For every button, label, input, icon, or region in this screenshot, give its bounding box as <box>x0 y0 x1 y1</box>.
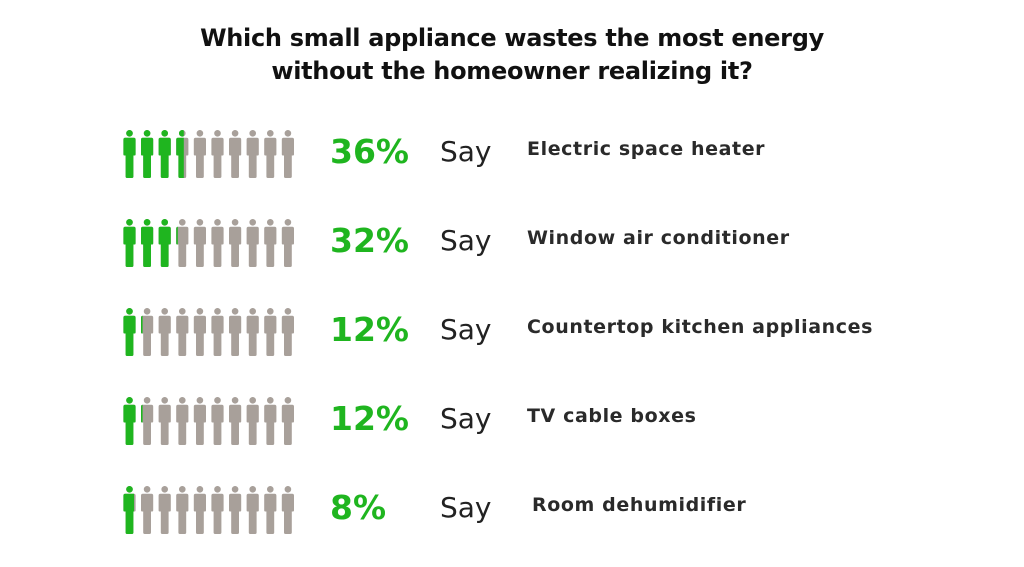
person-icon-fill <box>176 130 184 178</box>
person-icon-fill <box>141 404 143 423</box>
person-icon-fill <box>123 397 136 445</box>
percent-label: 12% <box>330 310 409 349</box>
person-icon-fill <box>176 226 178 245</box>
say-label: Say <box>440 402 492 435</box>
chart-row: 12% Say TV cable boxes <box>0 397 1024 457</box>
person-icon <box>281 308 294 356</box>
say-label: Say <box>440 313 492 346</box>
person-icon <box>211 130 224 178</box>
person-icon <box>176 219 189 267</box>
person-icon <box>246 130 259 178</box>
say-label: Say <box>440 224 492 257</box>
person-icon <box>264 486 277 534</box>
person-icon <box>211 486 224 534</box>
person-icon <box>229 219 242 267</box>
person-icon <box>211 308 224 356</box>
person-icons <box>123 397 294 445</box>
person-icon <box>193 486 206 534</box>
person-icon <box>176 397 189 445</box>
person-icon-row <box>122 130 302 178</box>
chart-row: 36% Say Electric space heater <box>0 130 1024 190</box>
person-icon <box>141 130 154 178</box>
title-line-1: Which small appliance wastes the most en… <box>200 24 824 52</box>
chart-row: 32% Say Window air conditioner <box>0 219 1024 279</box>
person-icon <box>229 130 242 178</box>
percent-label: 32% <box>330 221 409 260</box>
category-label: Countertop kitchen appliances <box>527 316 874 338</box>
person-icon <box>123 219 136 267</box>
category-label: TV cable boxes <box>527 405 697 427</box>
person-icon <box>246 397 259 445</box>
person-icons <box>123 219 294 267</box>
person-icon-fill <box>123 308 136 356</box>
person-icon <box>141 219 154 267</box>
person-icon <box>158 486 171 534</box>
person-icon <box>193 130 206 178</box>
person-icon-fill <box>123 486 134 534</box>
person-icon <box>141 308 154 356</box>
person-icon <box>158 130 171 178</box>
say-label: Say <box>440 135 492 168</box>
person-icon <box>281 486 294 534</box>
person-icon-fill <box>141 315 143 334</box>
person-icon <box>264 397 277 445</box>
person-icon <box>211 397 224 445</box>
category-label: Electric space heater <box>527 138 766 160</box>
person-icon <box>123 130 136 178</box>
person-icons <box>123 130 294 178</box>
person-icon <box>158 397 171 445</box>
person-icon-row <box>122 397 302 445</box>
person-icon <box>176 308 189 356</box>
percent-label: 12% <box>330 399 409 438</box>
person-icons <box>123 308 294 356</box>
person-icon <box>281 130 294 178</box>
person-icon <box>176 130 189 178</box>
person-icon <box>211 219 224 267</box>
person-icon <box>123 397 136 445</box>
person-icon <box>141 486 154 534</box>
chart-row: 8% Say Room dehumidifier <box>0 486 1024 546</box>
person-icon <box>123 486 136 534</box>
person-icon <box>281 397 294 445</box>
chart-row: 12% Say Countertop kitchen appliances <box>0 308 1024 368</box>
person-icon-fill <box>158 219 171 267</box>
person-icon-fill <box>123 219 136 267</box>
person-icon <box>229 486 242 534</box>
chart-title: Which small appliance wastes the most en… <box>0 22 1024 88</box>
person-icon <box>193 308 206 356</box>
person-icon <box>123 308 136 356</box>
person-icon-fill <box>141 130 154 178</box>
say-label: Say <box>440 491 492 524</box>
person-icon <box>281 219 294 267</box>
person-icon <box>193 397 206 445</box>
category-label: Room dehumidifier <box>532 494 747 516</box>
person-icon <box>141 397 154 445</box>
person-icon-row <box>122 219 302 267</box>
person-icons <box>123 486 294 534</box>
person-icon <box>246 486 259 534</box>
person-icon-fill <box>158 130 171 178</box>
percent-label: 36% <box>330 132 409 171</box>
person-icon <box>246 308 259 356</box>
person-icon <box>229 397 242 445</box>
person-icon-row <box>122 486 302 534</box>
person-icon <box>264 308 277 356</box>
person-icon <box>176 486 189 534</box>
person-icon <box>246 219 259 267</box>
person-icon <box>264 130 277 178</box>
person-icon <box>229 308 242 356</box>
category-label: Window air conditioner <box>527 227 790 249</box>
percent-label: 8% <box>330 488 387 527</box>
person-icon <box>158 219 171 267</box>
person-icon-fill <box>141 219 154 267</box>
person-icon-row <box>122 308 302 356</box>
person-icon <box>158 308 171 356</box>
person-icon-fill <box>123 130 136 178</box>
title-line-2: without the homeowner realizing it? <box>271 57 753 85</box>
person-icon <box>264 219 277 267</box>
person-icon <box>193 219 206 267</box>
